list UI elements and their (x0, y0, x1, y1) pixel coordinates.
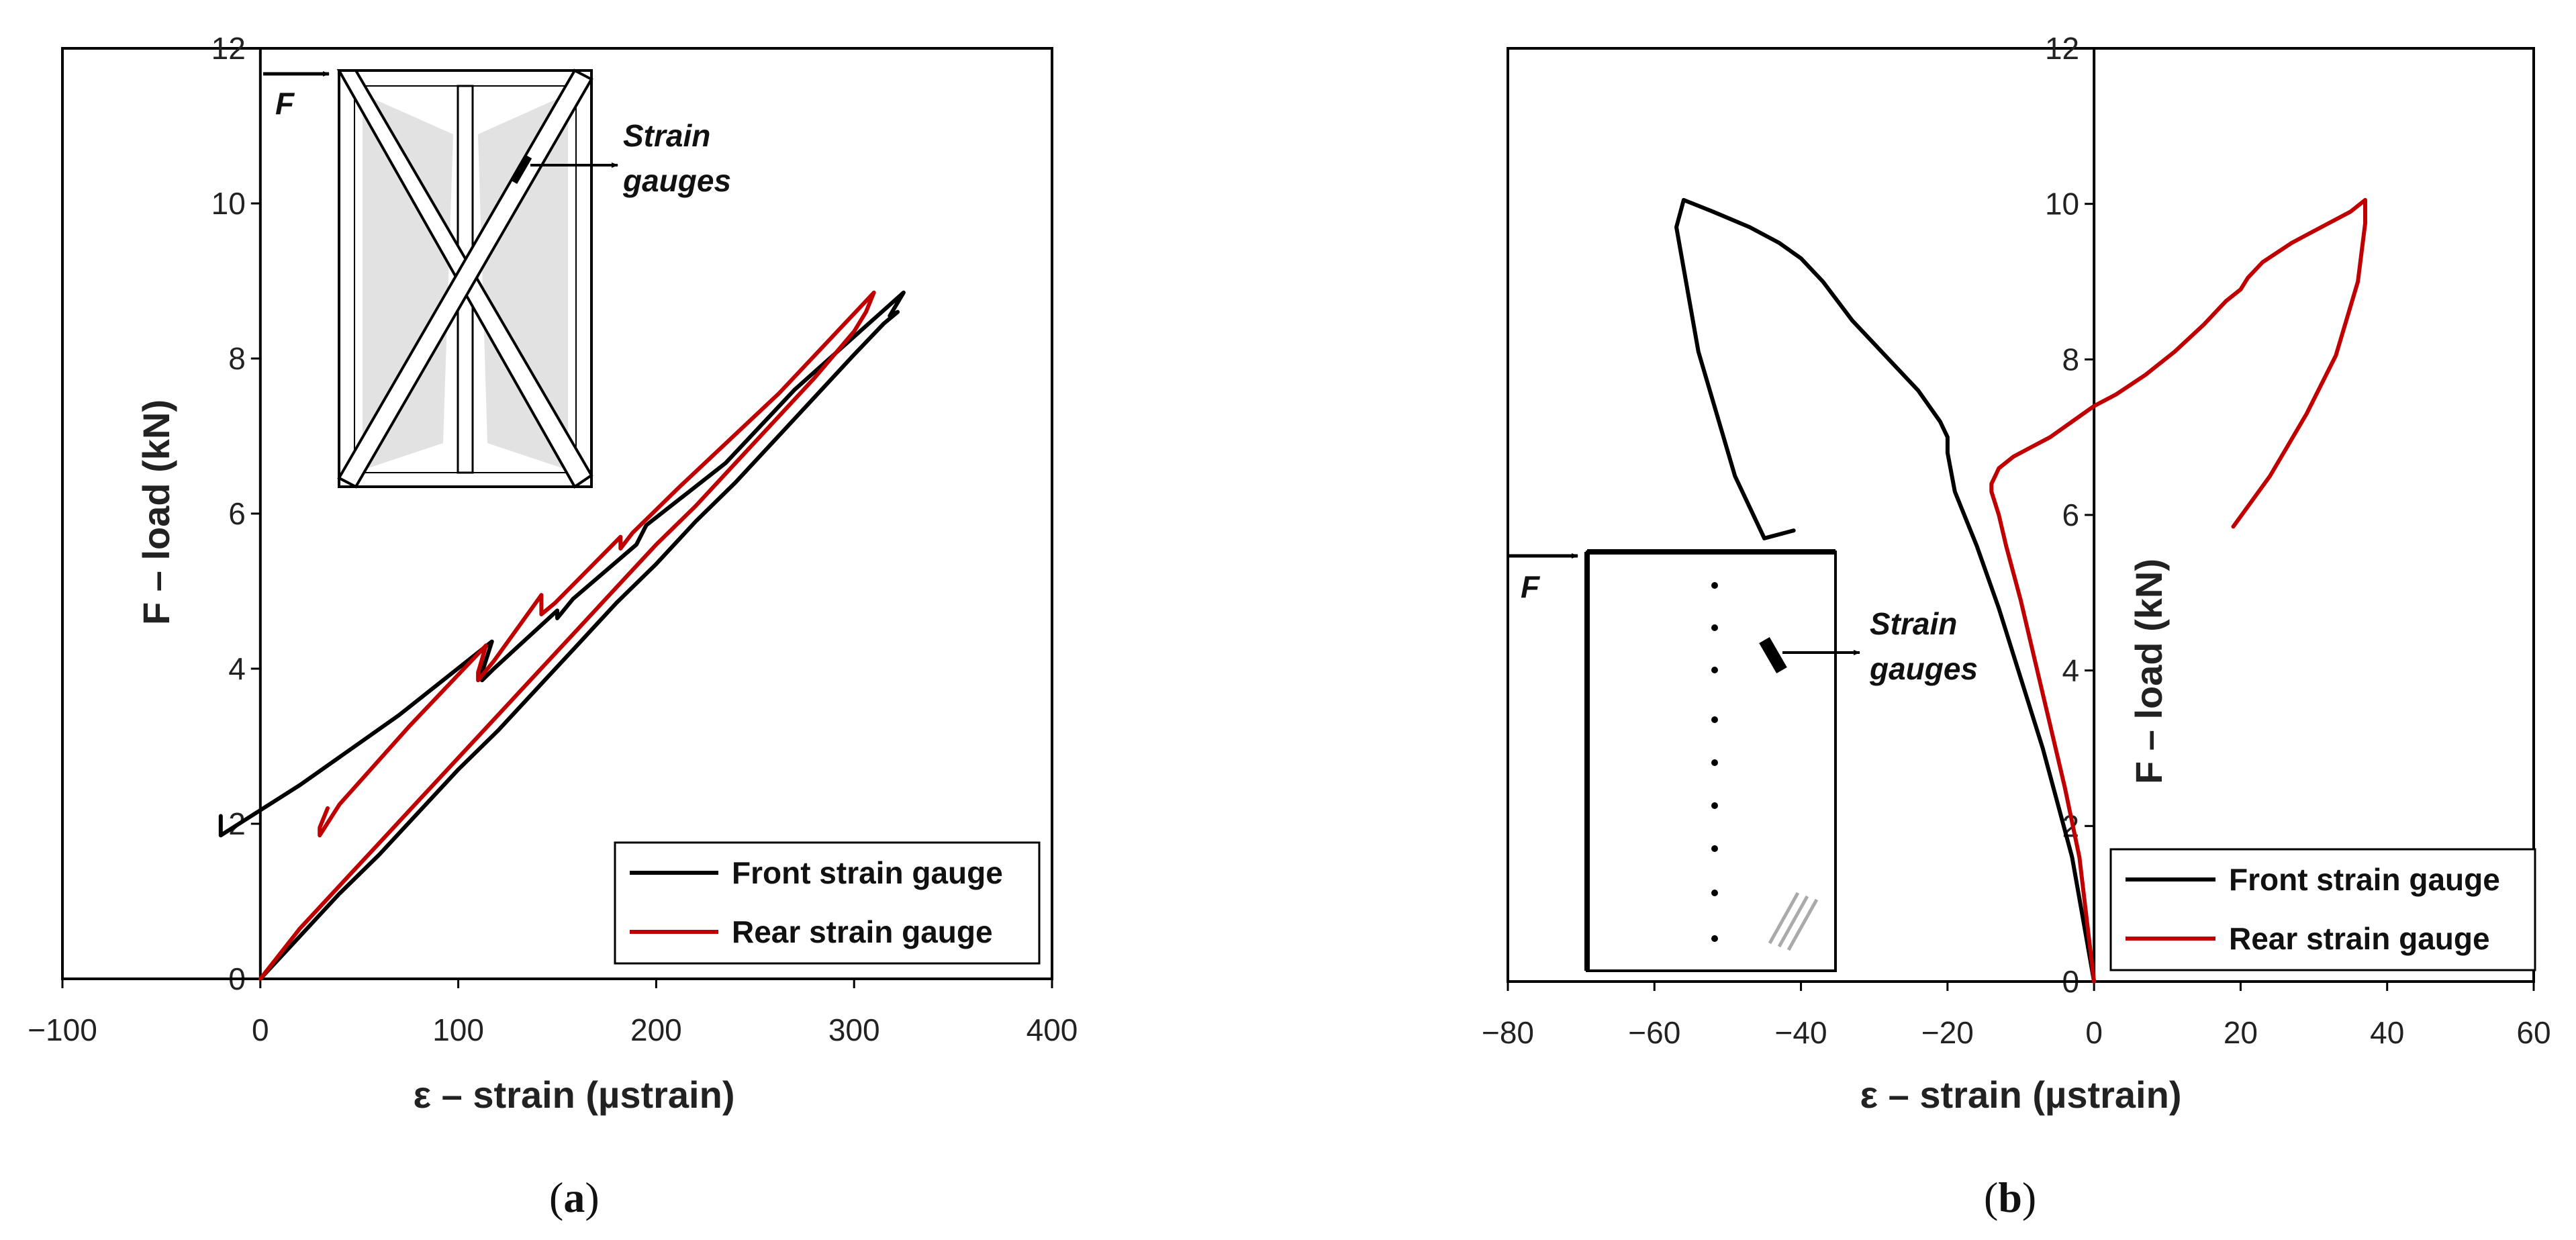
gauge-label-line1: Strain (623, 118, 710, 153)
y-tick-label: 10 (2045, 187, 2079, 222)
inset-wall-diagram (1584, 549, 1837, 972)
series-layer (218, 290, 906, 981)
y-tick-label: 12 (2045, 31, 2079, 66)
y-tick-label: 10 (211, 186, 246, 221)
x-axis: −100 0 100 200 300 400 (28, 977, 1078, 1047)
x-tick-label: 200 (630, 1012, 682, 1047)
y-tick-label: 12 (211, 31, 246, 66)
legend-label-rear: Rear strain gauge (732, 914, 993, 949)
series-rear-strain-gauge (258, 290, 876, 981)
x-tick-label: 300 (828, 1012, 880, 1047)
x-axis: −80 −60 −40 −20 0 20 40 60 (1482, 980, 2551, 1050)
y-tick-label: 6 (2062, 497, 2080, 532)
force-label: F (275, 86, 295, 121)
gauge-label-line2: gauges (1869, 651, 1978, 686)
force-label: F (1521, 569, 1541, 604)
y-axis-title: F – load (kN) (135, 399, 177, 625)
x-tick-label: 0 (2085, 1015, 2103, 1050)
x-axis-title: ε – strain (µstrain) (414, 1074, 735, 1116)
x-tick-label: −20 (1921, 1015, 1974, 1050)
legend-label-front: Front strain gauge (732, 855, 1003, 890)
gauge-label-line2: gauges (622, 163, 731, 198)
series-front-strain-gauge (1674, 197, 2097, 984)
x-axis-title: ε – strain (µstrain) (1860, 1074, 2182, 1116)
gauge-label-line1: Strain (1870, 606, 1957, 641)
y-tick-label: 8 (2062, 342, 2080, 377)
series-layer (1674, 197, 2367, 984)
x-tick-label: 100 (432, 1012, 484, 1047)
x-tick-label: −40 (1775, 1015, 1827, 1050)
x-tick-label: −60 (1628, 1015, 1680, 1050)
y-tick-label: 8 (228, 341, 246, 376)
inset-frame-diagram (336, 68, 593, 489)
y-tick-label: 4 (228, 651, 246, 686)
legend: Front strain gauge Rear strain gauge (614, 841, 1041, 965)
x-tick-label: −80 (1482, 1015, 1534, 1050)
legend: Front strain gauge Rear strain gauge (2109, 848, 2536, 971)
x-tick-label: −100 (28, 1012, 97, 1047)
y-tick-label: 4 (2062, 653, 2080, 688)
series-rear-strain-gauge (1989, 197, 2367, 984)
legend-label-rear: Rear strain gauge (2229, 921, 2490, 956)
panel-letter-a: a (563, 1174, 585, 1221)
x-tick-label: 20 (2224, 1015, 2258, 1050)
panel-letter-b: b (1998, 1174, 2022, 1221)
svg-text:(a): (a) (549, 1174, 600, 1221)
x-tick-label: 60 (2516, 1015, 2550, 1050)
svg-text:(b): (b) (1984, 1174, 2036, 1221)
x-tick-label: 0 (252, 1012, 269, 1047)
y-axis-title: F – load (kN) (2128, 559, 2170, 784)
panel-label-b: (b) (1984, 1174, 2036, 1221)
legend-label-front: Front strain gauge (2229, 862, 2500, 897)
x-tick-label: 400 (1027, 1012, 1078, 1047)
y-tick-label: 6 (228, 496, 246, 531)
x-tick-label: 40 (2370, 1015, 2404, 1050)
fastener-dots (1711, 582, 1718, 942)
panel-label-a: (a) (549, 1174, 600, 1221)
